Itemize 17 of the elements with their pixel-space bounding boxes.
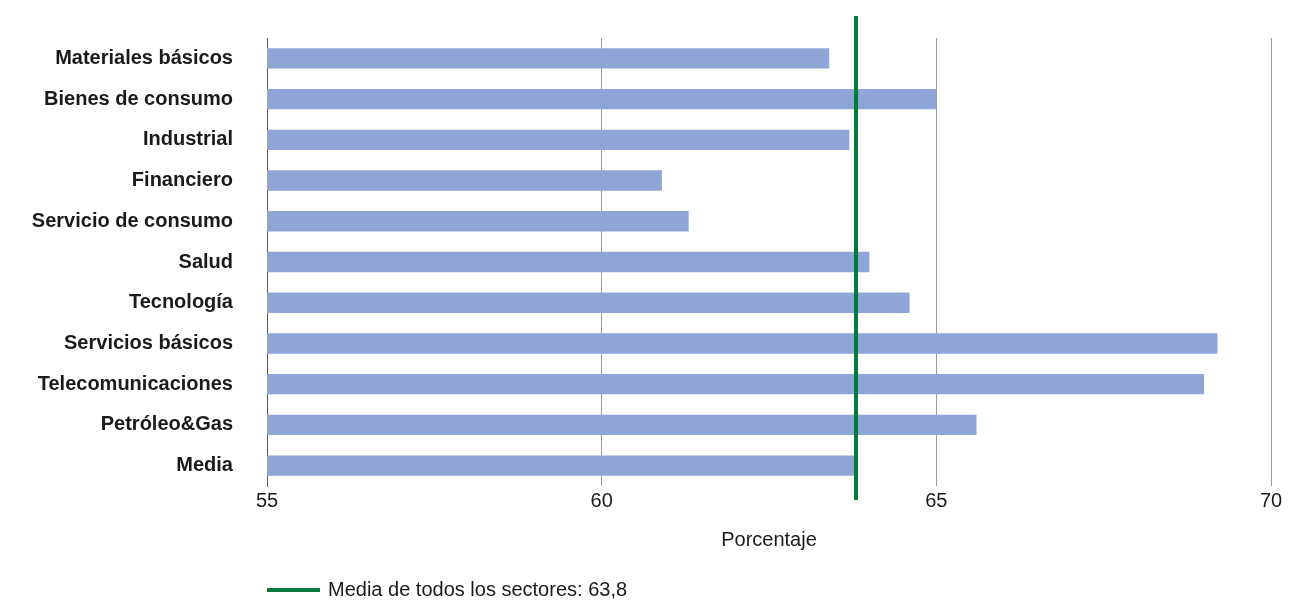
y-tick-label: Materiales básicos <box>55 45 233 68</box>
legend-label: Media de todos los sectores: 63,8 <box>328 577 628 600</box>
x-tick-label: 70 <box>1259 488 1283 511</box>
y-tick-label: Petróleo&Gas <box>100 412 233 435</box>
y-tick-label: Servicio de consumo <box>31 208 233 231</box>
x-axis-title: Porcentaje <box>721 527 817 550</box>
x-tick-label: 60 <box>590 488 613 511</box>
y-tick-label: Servicios básicos <box>64 330 233 353</box>
y-tick-label: Telecomunicaciones <box>37 371 233 394</box>
y-tick-label: Financiero <box>131 168 233 191</box>
x-tick-label: 55 <box>255 488 279 511</box>
x-tick-label: 65 <box>925 488 948 511</box>
y-tick-label: Industrial <box>142 127 233 150</box>
y-tick-label: Media <box>176 453 234 476</box>
y-tick-label: Tecnología <box>128 290 234 313</box>
y-tick-label: Bienes de consumo <box>44 86 233 109</box>
y-tick-label: Salud <box>178 249 233 272</box>
